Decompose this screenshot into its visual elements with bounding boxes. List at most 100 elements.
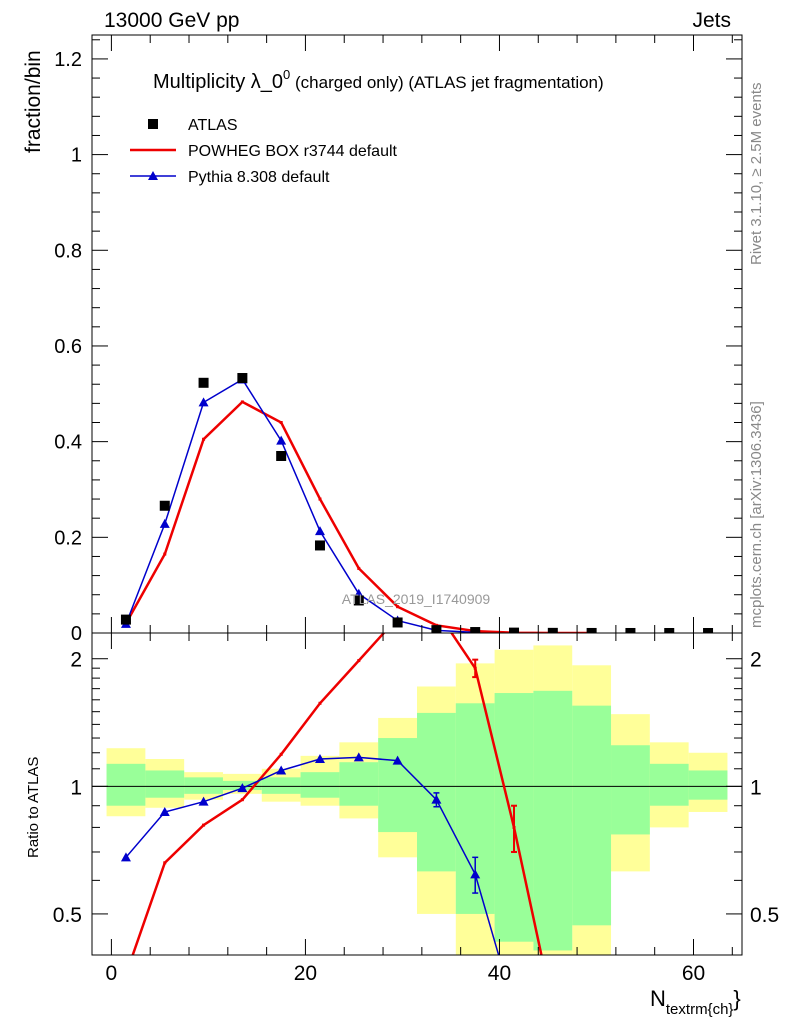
main-ytick-label: 0.6 [54, 336, 82, 358]
powheg-point [202, 437, 206, 441]
atlas-point [431, 625, 442, 633]
ratio-plot-panel: 0.5 0.51 12 20 20 40 60 Ratio to ATLAS Ntextrm… [25, 609, 779, 1018]
ratio-band-inner [378, 738, 417, 833]
ratio-band-inner [688, 770, 728, 800]
ratio-xtick-label: 20 [294, 962, 317, 985]
ratio-xlabel-sub: textrm{ch} [666, 1001, 734, 1018]
ratio-band-inner [300, 772, 340, 798]
ratio-band-inner [261, 777, 301, 794]
ratio-axis-ticks: 0.5 0.51 12 20 20 40 60 [53, 633, 779, 985]
main-watermark: ATLAS_2019_I1740909 [342, 591, 491, 607]
header-left: 13000 GeV pp [104, 9, 239, 32]
ratio-pythia-point [120, 852, 131, 862]
atlas-point [470, 627, 481, 633]
atlas-point [314, 540, 325, 551]
ratio-powheg-line [131, 633, 543, 955]
atlas-point [392, 617, 403, 628]
legend-pythia-marker [148, 171, 158, 180]
pythia-point [276, 435, 287, 445]
ratio-ytick-label: 1 [70, 776, 82, 799]
atlas-point [120, 614, 131, 625]
main-ytick-label: 0.8 [54, 240, 82, 262]
main-ytick-label: 1.2 [54, 49, 82, 71]
ratio-xtick-label: 60 [682, 962, 705, 985]
ratio-pythia-point [276, 765, 287, 775]
atlas-point [237, 373, 248, 384]
ratio-ytick-label-right: 2 [750, 649, 762, 672]
main-title-sup: 0 [283, 67, 290, 82]
ratio-xlabel-main: N [650, 986, 666, 1011]
ratio-pythia-point [198, 796, 209, 806]
ratio-xtick-label: 40 [488, 962, 511, 985]
ratio-pythia-point [353, 752, 364, 762]
mcplots-label: mcplots.cern.ch [arXiv:1306.3436] [748, 401, 765, 628]
powheg-point [163, 552, 167, 556]
ratio-pythia-point [509, 1003, 519, 1012]
main-title-main: Multiplicity λ_0 [153, 71, 283, 93]
atlas-point [509, 627, 520, 633]
header-right: Jets [692, 9, 731, 32]
ratio-powheg-point [318, 701, 322, 705]
ratio-powheg-point [240, 798, 244, 802]
main-ytick-label: 0.2 [54, 527, 82, 549]
ratio-xlabel-brace: } [733, 986, 740, 1011]
ratio-ytick-label-right: 0.5 [750, 904, 779, 927]
ratio-powheg-point [551, 1006, 554, 1009]
powheg-point [318, 497, 322, 501]
legend-label: Pythia 8.308 default [188, 169, 330, 186]
ratio-powheg-point [357, 659, 361, 663]
ratio-powheg-point [163, 861, 167, 865]
main-ytick-label: 1 [71, 145, 82, 167]
ratio-ylabel: Ratio to ATLAS [25, 757, 42, 858]
atlas-point [198, 377, 209, 388]
atlas-point [625, 627, 636, 633]
ratio-pythia-point [237, 783, 248, 793]
ratio-ytick-label: 0.5 [53, 904, 82, 927]
main-ylabel: fraction/bin [22, 50, 45, 153]
ratio-xtick-label: 0 [106, 962, 118, 985]
ratio-band-inner [339, 762, 379, 806]
main-plot-panel: 0 0.2 0.4 0.6 0.8 1 1.2 ATLAS_2019_I1740909 fr… [22, 34, 743, 645]
pythia-line [125, 378, 476, 633]
ratio-powheg-point [124, 973, 127, 976]
ratio-band-inner [611, 745, 650, 835]
atlas-point [547, 627, 558, 633]
ratio-pythia-point [392, 755, 403, 765]
powheg-point [279, 421, 283, 425]
atlas-point [159, 500, 170, 511]
main-title-rest: (charged only) (ATLAS jet fragmentation) [290, 73, 603, 92]
ratio-band-inner [106, 763, 146, 806]
ratio-powheg-point [435, 609, 438, 612]
ratio-band-inner [184, 777, 223, 794]
legend-atlas-marker [148, 119, 158, 129]
atlas-point [276, 450, 287, 461]
legend-label: POWHEG BOX r3744 default [188, 143, 398, 160]
legend-label: ATLAS [188, 117, 238, 134]
pythia-point [314, 526, 325, 536]
ratio-pythia-point [159, 806, 170, 816]
ratio-powheg-point [202, 823, 206, 827]
ratio-ytick-label: 2 [70, 649, 82, 672]
atlas-point [353, 595, 364, 606]
ratio-band-inner [649, 763, 689, 806]
main-axis-ticks: 0 0.2 0.4 0.6 0.8 1 1.2 [54, 35, 742, 645]
ratio-xlabel: Ntextrm{ch}} [650, 986, 741, 1018]
legend: ATLAS POWHEG BOX r3744 default Pythia 8.30… [130, 117, 398, 186]
ratio-plot-frame [91, 632, 743, 956]
main-title: Multiplicity λ_00 (charged only) (ATLAS … [153, 67, 604, 93]
powheg-point [357, 566, 361, 570]
pythia-point [159, 518, 170, 528]
powheg-point [240, 400, 244, 404]
ratio-band-inner [572, 705, 612, 926]
main-ytick-label: 0.4 [54, 432, 82, 454]
pythia-point [198, 397, 209, 407]
atlas-point [586, 627, 597, 633]
ratio-powheg-point [279, 752, 283, 756]
ratio-band-inner [533, 690, 573, 951]
main-ytick-label: 0 [71, 623, 82, 645]
ratio-pythia-point [314, 754, 325, 764]
ratio-ytick-label-right: 1 [750, 776, 762, 799]
ratio-band-inner [145, 770, 185, 798]
ratio-data-layer [92, 609, 742, 1012]
